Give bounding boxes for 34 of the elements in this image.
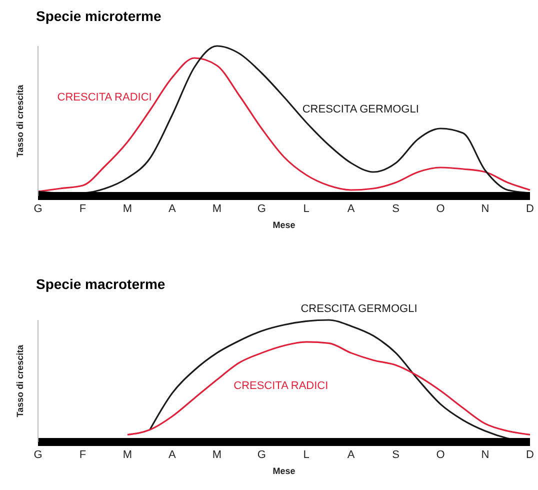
x-tick-label: A [347,448,356,461]
x-tick-label: M [122,448,132,461]
x-tick-label: F [79,202,86,215]
x-tick-label: G [257,202,266,215]
x-axis-title: Mese [272,466,296,476]
x-tick-label: N [481,202,490,215]
x-tick-label: G [257,448,266,461]
x-tick-label: A [168,448,177,461]
x-tick-label: G [34,202,42,215]
series-label: CRESCITA GERMOGLI [300,303,418,315]
x-tick-label: M [212,448,222,461]
series-label: CRESCITA RADICI [57,92,152,104]
x-tick-label: L [303,448,310,461]
x-tick-label: S [392,448,400,461]
x-tick-label: F [79,448,86,461]
x-tick-label: A [347,202,356,215]
series-label: CRESCITA GERMOGLI [302,104,419,116]
x-tick-label: O [436,202,446,215]
x-tick-label: D [526,202,534,215]
x-tick-label: O [436,448,446,461]
chart-title: Specie macroterme [36,276,166,294]
x-tick-label: L [303,202,310,215]
y-axis-title: Tasso di crescita [15,344,26,418]
series-label: CRESCITA RADICI [234,380,328,392]
x-tick-label: A [168,202,177,215]
y-axis-title: Tasso di crescita [15,84,26,158]
x-tick-label: M [212,202,222,215]
x-tick-label: N [481,448,490,461]
x-tick-label: D [526,448,534,461]
x-tick-label: M [122,202,132,215]
chart-title: Specie microterme [36,8,162,26]
x-tick-label: G [34,448,42,461]
x-axis-title: Mese [272,220,296,230]
x-tick-label: S [392,202,400,215]
